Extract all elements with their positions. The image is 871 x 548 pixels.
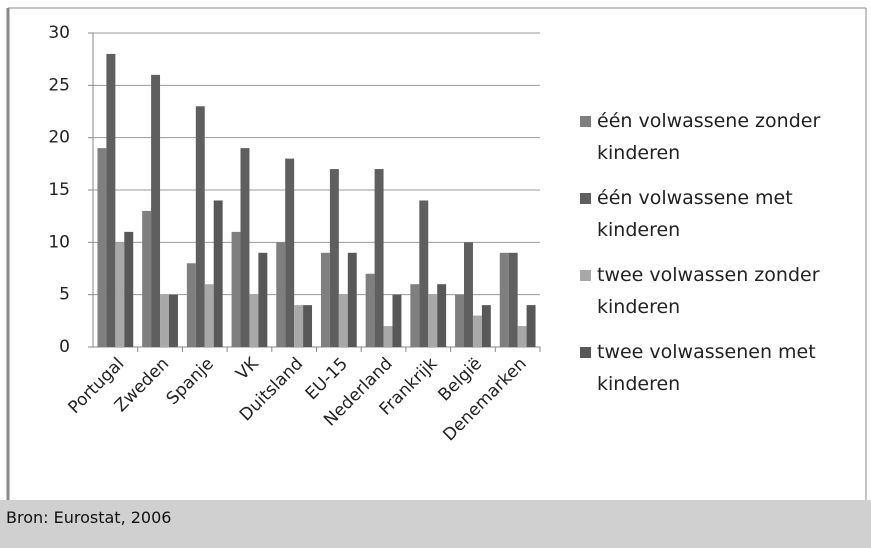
- bar: [437, 284, 447, 347]
- legend: één volwassene zonder kinderen één volwas…: [580, 105, 865, 413]
- bar: [249, 294, 259, 347]
- bar: [481, 305, 491, 347]
- bar: [365, 273, 375, 347]
- bar: [97, 148, 107, 347]
- bar: [151, 74, 161, 347]
- bar: [383, 326, 393, 347]
- bar: [204, 284, 214, 347]
- y-tick-label: 0: [59, 337, 70, 357]
- bar: [338, 294, 348, 347]
- bar: [455, 294, 465, 347]
- bar: [258, 252, 268, 347]
- y-tick-label: 20: [48, 128, 70, 148]
- bar: [213, 200, 223, 347]
- bar: [526, 305, 536, 347]
- bar: [347, 252, 357, 347]
- bar: [124, 231, 134, 347]
- bar: [508, 252, 518, 347]
- bar: [276, 242, 286, 347]
- bar: [142, 210, 152, 347]
- legend-item: twee volwassenen met kinderen: [580, 336, 865, 400]
- bar: [517, 326, 527, 347]
- legend-swatch: [580, 347, 591, 358]
- x-tick-label: VK: [232, 353, 263, 384]
- bar: [320, 252, 330, 347]
- bar: [294, 305, 304, 347]
- bar: [231, 231, 241, 347]
- legend-label: twee volwassenen met kinderen: [597, 341, 816, 395]
- bar: [106, 53, 116, 347]
- bar: [195, 106, 205, 348]
- bar: [428, 294, 438, 347]
- y-tick-label: 5: [59, 285, 70, 305]
- bar: [472, 315, 482, 347]
- x-tick-label: Spanje: [163, 354, 218, 409]
- legend-label: één volwassene zonder kinderen: [597, 110, 821, 164]
- bar: [410, 284, 420, 347]
- bar: [392, 294, 402, 347]
- bar: [374, 169, 384, 347]
- legend-swatch: [580, 270, 591, 281]
- y-tick-label: 15: [48, 180, 70, 200]
- y-tick-label: 25: [48, 75, 70, 95]
- bar: [168, 294, 178, 347]
- bar: [186, 263, 196, 347]
- footer: Bron: Eurostat, 2006: [0, 500, 871, 548]
- bar: [464, 242, 473, 347]
- bar: [303, 305, 313, 347]
- legend-swatch: [580, 116, 591, 127]
- legend-item: twee volwassen zonder kinderen: [580, 259, 865, 323]
- source: Bron: Eurostat, 2006: [6, 508, 172, 527]
- bar: [115, 242, 125, 347]
- legend-label: één volwassene met kinderen: [597, 187, 793, 241]
- bar: [160, 294, 169, 347]
- bar: [419, 200, 429, 347]
- y-tick-label: 10: [48, 232, 70, 252]
- bar: [329, 169, 339, 347]
- legend-item: één volwassene met kinderen: [580, 182, 865, 246]
- bar: [499, 252, 509, 347]
- legend-item: één volwassene zonder kinderen: [580, 105, 865, 169]
- bar: [240, 148, 250, 347]
- y-tick-label: 30: [48, 23, 70, 43]
- legend-label: twee volwassen zonder kinderen: [597, 264, 820, 318]
- legend-swatch: [580, 193, 591, 204]
- bar: [285, 158, 295, 347]
